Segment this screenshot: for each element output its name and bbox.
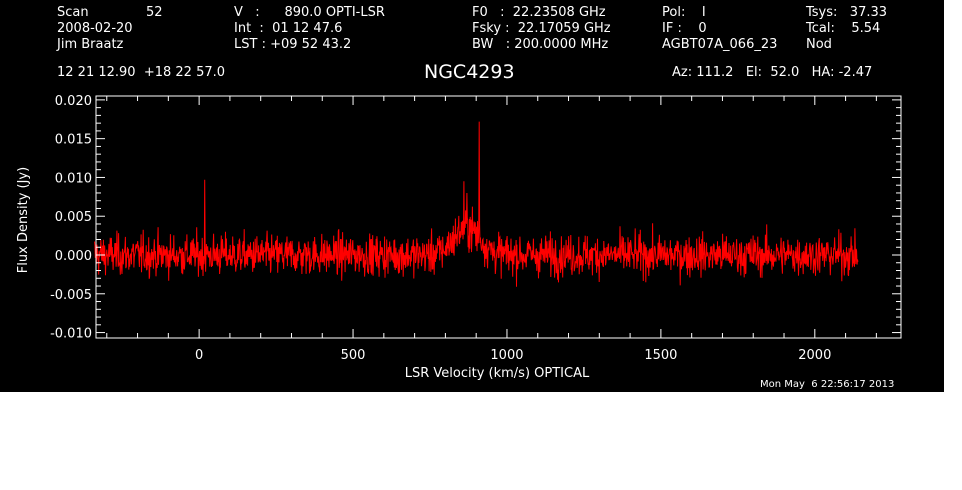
spectrum-series-line (94, 121, 859, 287)
x-tick-label: 1500 (644, 348, 677, 363)
x-tick-label: 2000 (798, 348, 831, 363)
plot-panel: Scan 52 2008-02-20 Jim Braatz V : 890.0 … (0, 0, 944, 392)
x-tick-label: 1000 (490, 348, 523, 363)
y-tick-label: 0.000 (55, 249, 92, 264)
y-tick-label: 0.015 (55, 133, 92, 148)
y-tick-label: -0.005 (50, 288, 92, 303)
fsky-field: Fsky : 22.17059 GHz (472, 21, 611, 36)
x-tick-label: 500 (341, 348, 366, 363)
render-timestamp: Mon May 6 22:56:17 2013 (760, 379, 895, 390)
az-el-ha: Az: 111.2 El: 52.0 HA: -2.47 (672, 65, 873, 80)
y-tick-label: -0.010 (50, 327, 92, 342)
bw-field: BW : 200.0000 MHz (472, 37, 609, 52)
pol-field: Pol: I (662, 5, 706, 20)
f0-field: F0 : 22.23508 GHz (472, 5, 606, 20)
y-tick-label: 0.010 (55, 171, 92, 186)
tsys-field: Tsys: 37.33 (806, 5, 888, 20)
plot-frame (95, 95, 902, 339)
int-field: Int : 01 12 47.6 (234, 21, 343, 36)
observer: Jim Braatz (57, 37, 124, 52)
lst-field: LST : +09 52 43.2 (234, 37, 352, 52)
x-axis-title: LSR Velocity (km/s) OPTICAL (405, 366, 590, 381)
project-field: AGBT07A_066_23 (662, 37, 778, 52)
velocity-field: V : 890.0 OPTI-LSR (234, 5, 385, 20)
x-tick-label: 0 (195, 348, 203, 363)
source-coords: 12 21 12.90 +18 22 57.0 (57, 65, 226, 80)
mode-field: Nod (806, 37, 832, 52)
y-axis-title: Flux Density (Jy) (16, 167, 31, 273)
y-tick-label: 0.005 (55, 210, 92, 225)
source-title: NGC4293 (424, 61, 515, 83)
tcal-field: Tcal: 5.54 (806, 21, 881, 36)
scan-label: Scan (57, 5, 89, 20)
obs-date: 2008-02-20 (57, 21, 133, 36)
scan-number: 52 (146, 5, 163, 20)
if-field: IF : 0 (662, 21, 707, 36)
spectrum-chart: 0 500 1000 1500 2000 -0.010 -0.005 0.000 0.005 0.… (16, 94, 902, 381)
y-tick-label: 0.020 (55, 94, 92, 109)
